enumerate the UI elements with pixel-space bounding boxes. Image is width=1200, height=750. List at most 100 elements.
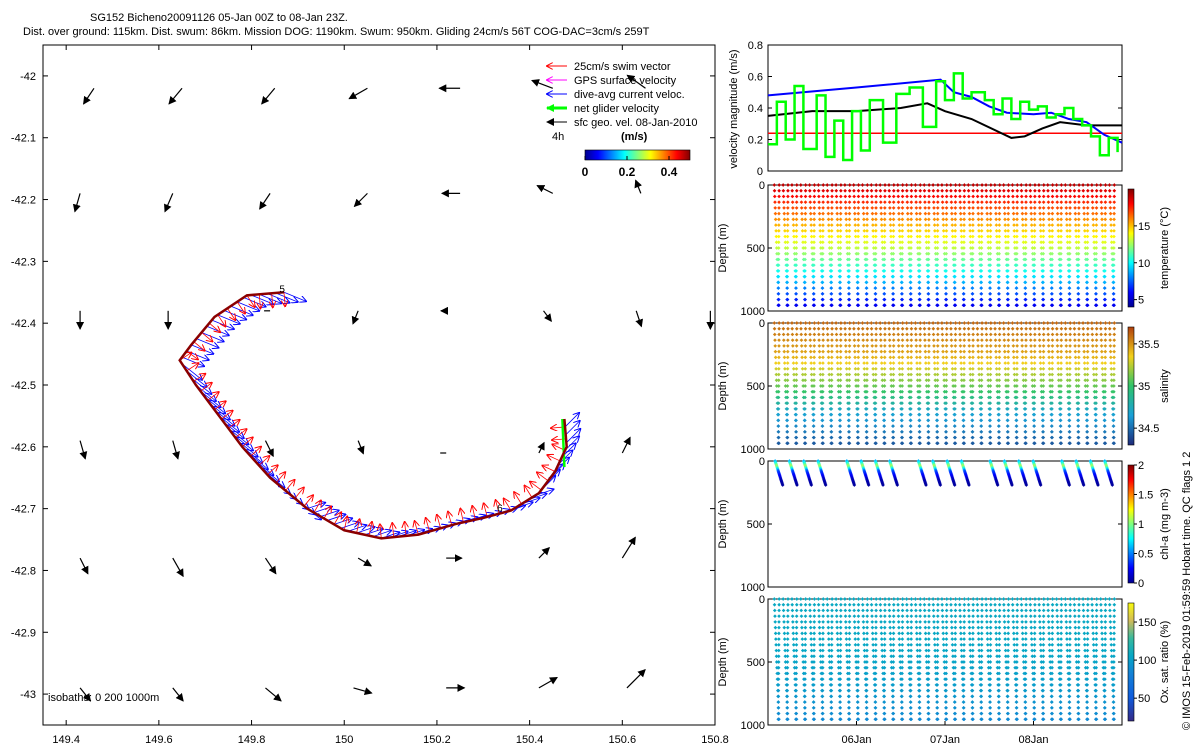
profile-point (966, 188, 971, 193)
profile-point (953, 211, 958, 216)
profile-point (794, 441, 798, 446)
profile-point (846, 717, 851, 722)
profile-point (803, 223, 808, 227)
profile-point (776, 257, 781, 262)
profile-point (838, 424, 842, 428)
profile-point (944, 223, 949, 227)
profile-point (1094, 291, 1098, 296)
profile-point (967, 355, 972, 360)
profile-point (803, 597, 808, 601)
profile-point (790, 614, 795, 619)
profile-point (957, 183, 962, 187)
profile-point (1103, 332, 1108, 337)
profile-point (941, 361, 946, 365)
profile-point (1085, 211, 1090, 216)
profile-point (1023, 234, 1028, 239)
profile-point (1068, 194, 1073, 199)
profile-point (971, 326, 976, 331)
profile-point (1024, 332, 1028, 337)
profile-point (896, 194, 901, 199)
profile-point (924, 384, 929, 388)
profile-point (1029, 211, 1034, 216)
section-colorbar-tick-label: 35.5 (1138, 339, 1159, 351)
profile-point (988, 194, 993, 199)
profile-point (1024, 349, 1028, 354)
profile-point (873, 384, 878, 388)
profile-point (812, 228, 816, 233)
profile-point (781, 321, 785, 325)
profile-point (861, 194, 865, 199)
profile-point (1112, 366, 1116, 371)
profile-point (918, 217, 922, 222)
profile-point (847, 401, 851, 406)
profile-point (1085, 223, 1090, 227)
profile-point (1005, 297, 1010, 302)
profile-point (922, 183, 927, 187)
profile-point (917, 711, 922, 716)
profile-point (838, 608, 843, 613)
profile-point (864, 700, 869, 704)
profile-point (977, 384, 982, 388)
profile-point (967, 200, 971, 205)
profile-point (994, 355, 998, 360)
swim-vector (207, 392, 219, 401)
profile-point (825, 602, 830, 607)
profile-point (891, 642, 896, 647)
profile-point (820, 412, 825, 417)
profile-point (873, 660, 878, 664)
profile-point (847, 194, 852, 199)
profile-point (835, 366, 840, 371)
profile-point (1046, 344, 1051, 348)
profile-point (933, 228, 937, 233)
profile-point (825, 183, 830, 187)
profile-point (1094, 344, 1099, 348)
profile-point (830, 211, 834, 216)
profile-point (855, 435, 860, 440)
profile-point (1054, 183, 1059, 187)
profile-point (803, 384, 807, 388)
profile-point (891, 188, 896, 193)
profile-point (847, 711, 851, 716)
profile-point (847, 424, 851, 428)
profile-point (1050, 361, 1055, 365)
profile-point (909, 378, 913, 383)
profile-point (874, 637, 878, 641)
profile-point (781, 332, 786, 337)
profile-point (785, 418, 790, 423)
profile-point (970, 378, 975, 383)
profile-point (966, 194, 971, 199)
profile-point (785, 257, 790, 262)
section-y-tick-label: 500 (747, 243, 765, 255)
profile-point (1076, 280, 1081, 285)
profile-point (931, 326, 936, 331)
profile-point (882, 441, 886, 446)
profile-point (791, 344, 795, 348)
profile-point (980, 321, 984, 325)
profile-point (1010, 183, 1015, 187)
profile-point (776, 286, 781, 290)
profile-point (1102, 429, 1107, 434)
profile-point (1058, 274, 1063, 279)
profile-point (855, 291, 860, 296)
profile-point (976, 200, 980, 205)
profile-point (847, 263, 851, 268)
profile-point (1085, 338, 1090, 343)
profile-point (829, 717, 834, 722)
profile-point (1002, 188, 1006, 193)
profile-point (891, 234, 896, 239)
profile-point (970, 274, 975, 279)
profile-point (1023, 401, 1028, 406)
profile-point (798, 321, 803, 325)
profile-point (1077, 211, 1081, 216)
profile-point (935, 303, 939, 308)
profile-point (873, 705, 878, 710)
profile-point (1014, 424, 1019, 428)
profile-point (853, 631, 857, 636)
map-y-tick-label: -42.7 (11, 504, 36, 516)
profile-point (785, 206, 790, 210)
profile-point (871, 372, 876, 377)
profile-point (882, 234, 887, 239)
profile-point (785, 228, 790, 233)
profile-point (994, 366, 999, 371)
profile-point (819, 384, 823, 388)
